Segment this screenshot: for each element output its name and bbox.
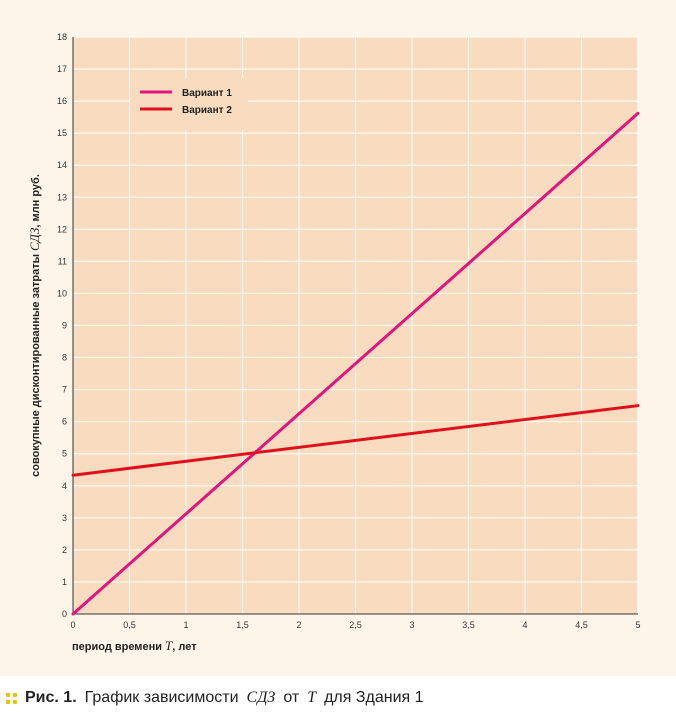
legend-label-1: Вариант 1 — [182, 88, 232, 99]
y-tick-label: 1 — [62, 577, 67, 587]
x-tick-label: 3 — [409, 620, 414, 630]
caption-text-3: для Здания 1 — [324, 689, 424, 706]
caption-text-1: График зависимости — [84, 689, 239, 706]
y-tick-label: 18 — [57, 32, 67, 42]
y-tick-label: 6 — [62, 417, 67, 427]
x-tick-label: 1,5 — [236, 620, 249, 630]
legend-label-2: Вариант 2 — [182, 105, 232, 116]
y-tick-label: 5 — [62, 449, 67, 459]
legend-box — [130, 78, 248, 130]
y-tick-label: 15 — [57, 128, 67, 138]
y-tick-label: 13 — [57, 192, 67, 202]
y-tick-label: 9 — [62, 321, 67, 331]
x-tick-label: 0 — [70, 620, 75, 630]
figure-caption: Рис. 1. График зависимости СДЗ от T для … — [6, 686, 424, 710]
y-tick-label: 11 — [58, 256, 67, 266]
y-tick-label: 16 — [57, 96, 67, 106]
y-tick-label: 17 — [57, 64, 67, 74]
x-axis-label: период времени T, лет — [72, 638, 197, 653]
caption-bullet-icon — [6, 692, 17, 704]
caption-number: Рис. 1. — [25, 689, 77, 706]
line-chart: 0 0,5 1 1,5 2 2,5 3 3,5 4 4,5 50123456789101112131… — [27, 32, 641, 653]
x-tick-label: 2,5 — [349, 620, 362, 630]
y-tick-label: 14 — [57, 160, 67, 170]
x-tick-label: 4,5 — [575, 620, 588, 630]
y-tick-label: 12 — [57, 224, 67, 234]
y-tick-label: 8 — [62, 353, 67, 363]
x-tick-label: 1 — [183, 620, 188, 630]
x-tick-label: 4 — [522, 620, 527, 630]
caption-var-2: T — [307, 689, 317, 706]
y-tick-label: 4 — [62, 481, 67, 491]
series-line-2 — [71, 404, 640, 477]
y-tick-label: 2 — [62, 545, 67, 555]
y-tick-label: 0 — [62, 609, 67, 619]
x-tick-label: 3,5 — [462, 620, 475, 630]
series-line-1 — [71, 111, 640, 616]
x-tick-label: 5 — [635, 620, 640, 630]
y-tick-label: 7 — [62, 385, 67, 395]
caption-var-1: СДЗ — [246, 689, 276, 706]
y-axis-label: совокупные дисконтированные затраты СДЗ,… — [27, 174, 42, 477]
x-tick-label: 2 — [296, 620, 301, 630]
caption-text-2: от — [283, 689, 300, 706]
x-tick-label: 0,5 — [123, 620, 136, 630]
y-tick-label: 3 — [62, 513, 67, 523]
y-tick-label: 10 — [57, 288, 67, 298]
